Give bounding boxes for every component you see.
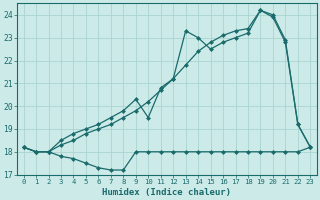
X-axis label: Humidex (Indice chaleur): Humidex (Indice chaleur) — [102, 188, 231, 197]
